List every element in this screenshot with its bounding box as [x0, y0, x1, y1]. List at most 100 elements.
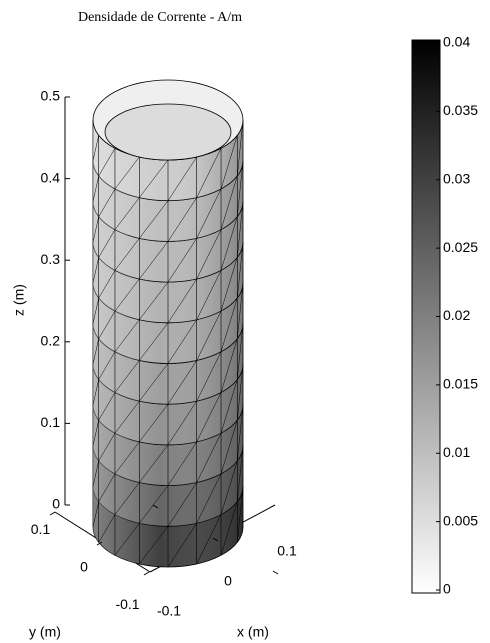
chart-title: Densidade de Corrente - A/m: [78, 10, 242, 25]
mesh-line: [220, 257, 238, 312]
mesh-line: [196, 514, 222, 565]
mesh-line: [139, 363, 169, 402]
mesh-line: [139, 444, 169, 483]
mesh-line: [196, 229, 222, 280]
mesh-line: [98, 473, 116, 502]
mesh-line: [139, 322, 169, 361]
mesh-line: [237, 282, 244, 339]
mesh-line: [196, 310, 222, 361]
colorbar-tick-label: 0.035: [443, 102, 478, 118]
mesh-line: [167, 401, 197, 446]
x-axis-label: x (m): [237, 624, 269, 640]
mesh-line: [237, 119, 244, 177]
mesh-line: [139, 159, 169, 198]
mesh-line: [167, 278, 197, 323]
mesh-line: [98, 310, 116, 339]
mesh-line: [196, 351, 222, 402]
mesh-line: [237, 160, 244, 217]
y-tick-label: 0: [80, 559, 88, 575]
mesh-line: [220, 460, 238, 515]
mesh-line: [237, 486, 244, 543]
mesh-line: [220, 135, 238, 190]
mesh-line: [196, 433, 222, 483]
x-tick: [272, 570, 279, 575]
z-tick-label: 0.5: [41, 88, 61, 104]
mesh-line: [114, 401, 140, 434]
mesh-line: [92, 501, 99, 528]
y-tick: [143, 571, 150, 576]
mesh-line: [220, 501, 238, 556]
mesh-line: [139, 526, 169, 565]
mesh-line: [98, 229, 116, 258]
mesh-line: [98, 188, 116, 217]
mesh-line: [237, 404, 244, 461]
x-tick-label: 0: [224, 573, 232, 589]
mesh-line: [114, 197, 140, 230]
z-axis-label: z (m): [11, 284, 27, 316]
colorbar-tick-label: 0.01: [443, 444, 470, 460]
mesh-line: [92, 420, 99, 446]
mesh-line: [92, 175, 99, 202]
x-tick: [212, 537, 219, 542]
mesh-line: [167, 441, 197, 486]
mesh-line: [237, 201, 244, 258]
mesh-line: [114, 156, 140, 190]
mesh-line: [139, 200, 169, 239]
mesh-line: [220, 175, 238, 230]
mesh-line: [139, 241, 169, 280]
mesh-line: [114, 238, 140, 271]
mesh-line: [114, 278, 140, 312]
x-tick-label: -0.1: [157, 603, 181, 619]
mesh-line: [92, 338, 99, 365]
z-tick-label: 0.2: [41, 333, 61, 349]
mesh-line: [92, 460, 99, 487]
x-tick-label: 0.1: [277, 543, 297, 559]
x-tick: [152, 504, 159, 509]
mesh-line: [139, 404, 169, 443]
mesh-line: [167, 156, 197, 201]
mesh-line: [196, 473, 222, 524]
mesh-line: [196, 188, 222, 239]
mesh-line: [92, 216, 99, 243]
mesh-line: [167, 238, 197, 283]
z-tick-label: 0.1: [41, 414, 61, 430]
mesh-line: [114, 482, 140, 515]
colorbar-tick-label: 0.025: [443, 239, 478, 255]
colorbar-tick-label: 0.04: [443, 34, 470, 50]
mesh-line: [92, 135, 99, 161]
y-tick: [96, 541, 103, 546]
mesh-line: [98, 351, 116, 380]
mesh-line: [98, 392, 116, 421]
y-tick-label: 0.1: [31, 521, 51, 537]
z-tick-label: 0.3: [41, 251, 61, 267]
mesh-line: [114, 319, 140, 352]
y-tick: [49, 511, 56, 516]
mesh-line: [237, 323, 244, 380]
mesh-line: [220, 379, 238, 434]
mesh-line: [167, 482, 197, 527]
mesh-line: [237, 242, 244, 299]
mesh-line: [92, 257, 99, 283]
mesh-line: [139, 281, 169, 320]
mesh-line: [220, 298, 238, 352]
mesh-line: [220, 420, 238, 474]
colorbar-tick-label: 0.005: [443, 512, 478, 528]
mesh-line: [92, 379, 99, 405]
mesh-line: [237, 445, 244, 502]
z-tick-label: 0.4: [41, 169, 61, 185]
mesh-line: [196, 148, 222, 198]
mesh-line: [167, 360, 197, 405]
mesh-line: [237, 364, 244, 421]
colorbar-tick-label: 0.015: [443, 376, 478, 392]
mesh-line: [98, 270, 116, 299]
mesh-line: [114, 360, 140, 393]
colorbar: [411, 39, 441, 594]
mesh-line: [167, 523, 197, 568]
mesh-line: [92, 298, 99, 324]
mesh-line: [98, 148, 116, 177]
mesh-line: [220, 216, 238, 271]
colorbar-tick-label: 0.02: [443, 307, 470, 323]
cylinder-inner: [104, 103, 232, 161]
